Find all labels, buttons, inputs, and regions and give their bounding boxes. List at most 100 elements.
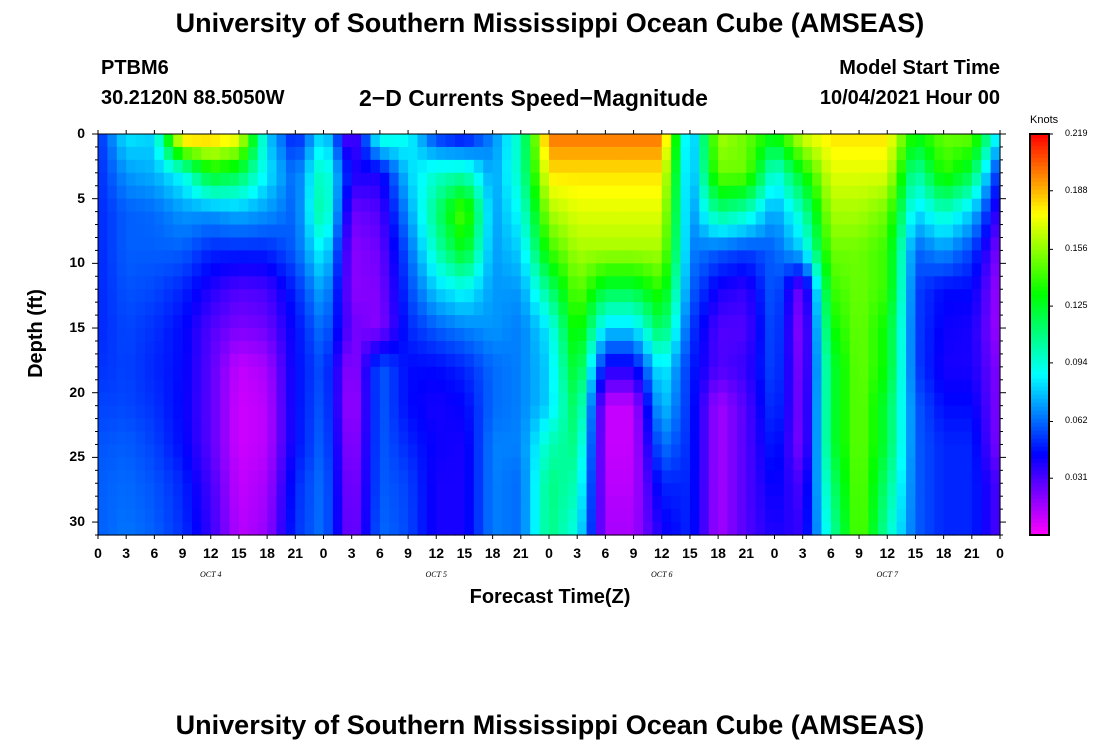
heatmap-cell bbox=[370, 315, 381, 329]
heatmap-cell bbox=[746, 340, 757, 355]
heatmap-cell bbox=[520, 470, 531, 484]
heatmap-cell bbox=[708, 289, 719, 303]
heatmap-cell bbox=[802, 444, 813, 458]
heatmap-cell bbox=[314, 366, 325, 381]
heatmap-cell bbox=[868, 134, 879, 148]
heatmap-cell bbox=[257, 509, 268, 523]
heatmap-cell bbox=[455, 457, 466, 471]
heatmap-cell bbox=[971, 263, 982, 277]
heatmap-cell bbox=[107, 289, 118, 303]
heatmap-cell bbox=[483, 509, 494, 523]
heatmap-cell bbox=[727, 509, 738, 523]
heatmap-cell bbox=[652, 289, 663, 303]
heatmap-cell bbox=[642, 457, 653, 471]
heatmap-cell bbox=[210, 211, 221, 226]
heatmap-cell bbox=[699, 134, 710, 148]
heatmap-cell bbox=[877, 418, 888, 433]
heatmap-cell bbox=[398, 289, 409, 303]
heatmap-cell bbox=[830, 431, 841, 446]
heatmap-cell bbox=[351, 237, 362, 252]
heatmap-cell bbox=[201, 353, 212, 368]
heatmap-cell bbox=[464, 509, 475, 523]
heatmap-cell bbox=[642, 289, 653, 303]
heatmap-cell bbox=[144, 211, 155, 226]
heatmap-cell bbox=[595, 418, 606, 433]
heatmap-cell bbox=[98, 483, 108, 497]
heatmap-cell bbox=[558, 237, 569, 252]
heatmap-cell bbox=[163, 444, 174, 458]
heatmap-cell bbox=[332, 237, 343, 252]
heatmap-cell bbox=[314, 444, 325, 458]
heatmap-cell bbox=[642, 392, 653, 407]
heatmap-cell bbox=[661, 276, 672, 290]
heatmap-cell bbox=[426, 470, 437, 484]
heatmap-cell bbox=[455, 159, 466, 174]
heatmap-cell bbox=[116, 198, 127, 213]
heatmap-cell bbox=[821, 379, 832, 394]
heatmap-cell bbox=[614, 522, 625, 536]
heatmap-cell bbox=[464, 496, 475, 510]
heatmap-cell bbox=[379, 237, 390, 252]
heatmap-cell bbox=[107, 496, 118, 510]
heatmap-cell bbox=[793, 185, 804, 200]
heatmap-cell bbox=[98, 496, 108, 510]
heatmap-cell bbox=[783, 431, 794, 446]
heatmap-cell bbox=[934, 263, 945, 277]
heatmap-cell bbox=[154, 509, 165, 523]
heatmap-cell bbox=[173, 340, 184, 355]
colorbar-swatch bbox=[1030, 362, 1049, 368]
heatmap-cell bbox=[530, 379, 541, 394]
heatmap-cell bbox=[830, 509, 841, 523]
heatmap-cell bbox=[173, 198, 184, 213]
heatmap-cell bbox=[821, 366, 832, 381]
heatmap-cell bbox=[351, 134, 362, 148]
heatmap-cell bbox=[934, 405, 945, 420]
heatmap-cell bbox=[934, 457, 945, 471]
heatmap-cell bbox=[558, 405, 569, 420]
heatmap-cell bbox=[445, 159, 456, 174]
heatmap-cell bbox=[295, 509, 306, 523]
heatmap-cell bbox=[361, 276, 372, 290]
heatmap-cell bbox=[558, 172, 569, 187]
heatmap-cell bbox=[981, 185, 992, 200]
heatmap-cell bbox=[379, 431, 390, 446]
heatmap-cell bbox=[821, 172, 832, 187]
heatmap-cell bbox=[624, 134, 635, 148]
heatmap-cell bbox=[511, 496, 522, 510]
heatmap-cell bbox=[455, 237, 466, 252]
heatmap-cell bbox=[859, 211, 870, 226]
colorbar-swatch bbox=[1030, 218, 1049, 223]
heatmap-cell bbox=[671, 185, 682, 200]
heatmap-cell bbox=[793, 198, 804, 213]
heatmap-cell bbox=[953, 340, 964, 355]
heatmap-cell bbox=[107, 237, 118, 252]
heatmap-cell bbox=[736, 250, 747, 264]
colorbar-swatch bbox=[1030, 290, 1049, 295]
heatmap-cell bbox=[464, 211, 475, 226]
colorbar-swatch bbox=[1030, 514, 1049, 520]
heatmap-cell bbox=[652, 185, 663, 200]
heatmap-cell bbox=[144, 379, 155, 394]
heatmap-cell bbox=[821, 353, 832, 368]
heatmap-cell bbox=[539, 340, 550, 355]
heatmap-cell bbox=[887, 328, 898, 342]
heatmap-cell bbox=[859, 340, 870, 355]
heatmap-cell bbox=[689, 224, 700, 239]
x-tick-label: 3 bbox=[122, 545, 131, 561]
heatmap-cell bbox=[624, 353, 635, 368]
heatmap-cell bbox=[755, 340, 766, 355]
heatmap-cell bbox=[962, 250, 973, 264]
heatmap-cell bbox=[473, 366, 484, 381]
heatmap-cell bbox=[746, 185, 757, 200]
heatmap-cell bbox=[868, 276, 879, 290]
heatmap-cell bbox=[361, 250, 372, 264]
heatmap-cell bbox=[436, 470, 447, 484]
heatmap-cell bbox=[840, 366, 851, 381]
heatmap-cell bbox=[943, 198, 954, 213]
heatmap-cell bbox=[267, 366, 278, 381]
heatmap-cell bbox=[849, 418, 860, 433]
heatmap-cell bbox=[285, 250, 296, 264]
heatmap-cell bbox=[520, 198, 531, 213]
heatmap-cell bbox=[990, 457, 1001, 471]
heatmap-cell bbox=[642, 159, 653, 174]
